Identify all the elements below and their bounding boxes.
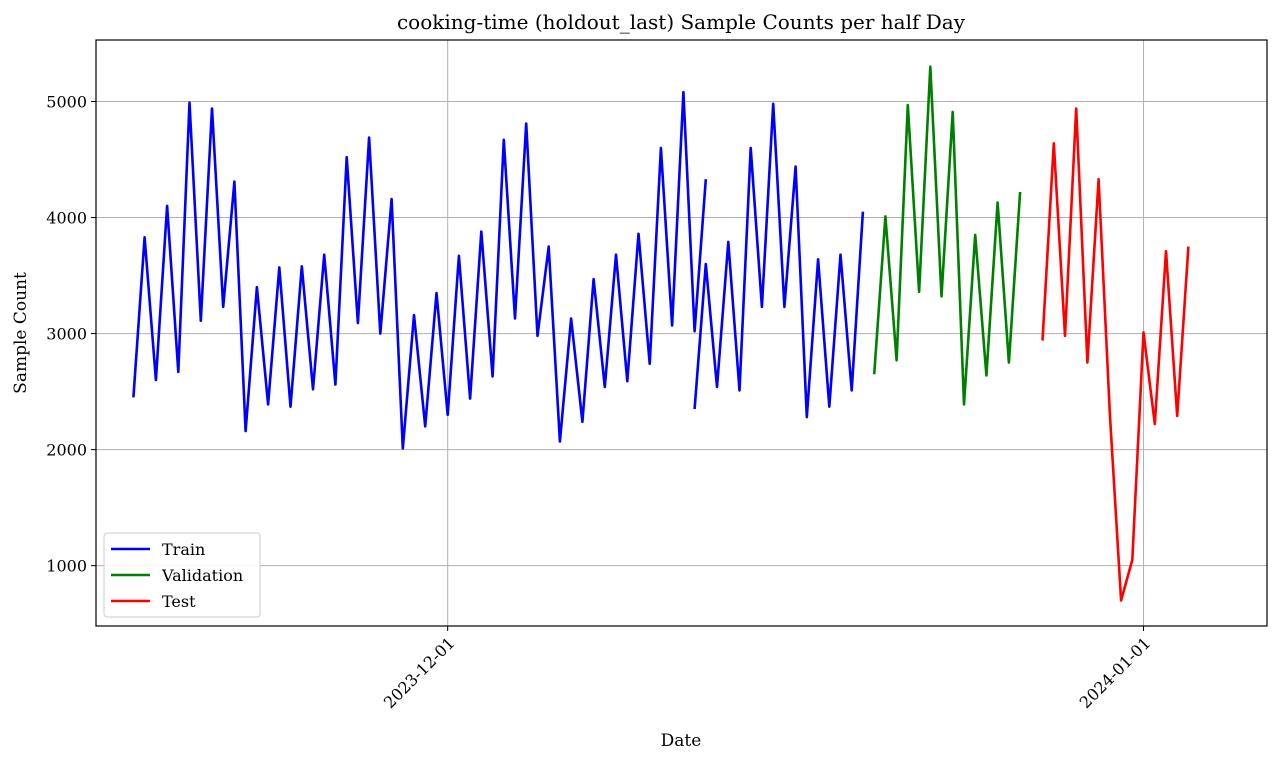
series-line-validation xyxy=(872,65,1022,406)
legend-box xyxy=(103,532,261,618)
y-tick-label: 2000 xyxy=(46,441,87,460)
y-axis-label: Sample Count xyxy=(11,272,31,394)
series-line-test xyxy=(1041,107,1190,602)
x-axis-label: Date xyxy=(661,731,702,751)
legend-label-train: Train xyxy=(162,540,205,559)
y-axis-ticks: 1000 2000 3000 4000 5000 xyxy=(46,93,96,576)
y-tick-label: 5000 xyxy=(46,93,87,112)
chart-title: cooking-time (holdout_last) Sample Count… xyxy=(397,10,966,34)
series-line-train xyxy=(132,90,708,450)
grid-lines xyxy=(96,40,1267,626)
y-tick-label: 1000 xyxy=(46,557,87,576)
y-tick-label: 3000 xyxy=(46,325,87,344)
series-line-train xyxy=(693,102,865,419)
legend-label-validation: Validation xyxy=(161,566,243,585)
plot-area-frame xyxy=(95,39,1268,627)
legend: Train Validation Test xyxy=(103,532,261,618)
x-tick-label: 2023-12-01 xyxy=(380,633,459,712)
x-tick-label: 2024-01-01 xyxy=(1076,633,1155,712)
y-tick-label: 4000 xyxy=(46,209,87,228)
legend-label-test: Test xyxy=(162,592,196,611)
plot-lines xyxy=(132,65,1190,602)
x-axis-ticks: 2023-12-01 2024-01-01 xyxy=(380,626,1155,712)
